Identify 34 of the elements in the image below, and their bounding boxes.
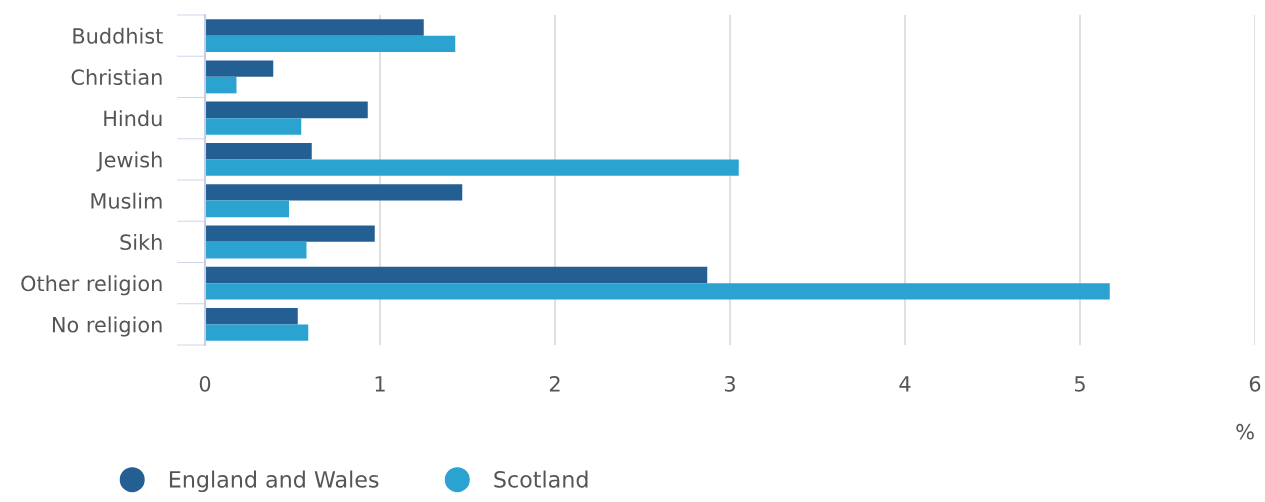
bar bbox=[205, 60, 274, 77]
y-tick-label: Muslim bbox=[91, 192, 162, 209]
bar bbox=[205, 142, 312, 160]
x-tick-label: 5 bbox=[1074, 376, 1085, 392]
legend-label: England and Wales bbox=[169, 470, 379, 493]
y-tick-label: Jewish bbox=[96, 151, 162, 172]
y-tick-label: Hindu bbox=[104, 110, 162, 127]
y-tick-label: Buddhist bbox=[73, 27, 163, 44]
bar bbox=[205, 241, 307, 259]
y-tick-label: Sikh bbox=[120, 233, 162, 251]
x-tick-label: 6 bbox=[1249, 375, 1261, 392]
x-axis-title: % bbox=[1236, 423, 1254, 440]
legend-label: Scotland bbox=[494, 470, 588, 488]
bar bbox=[205, 101, 368, 119]
x-tick-label: 3 bbox=[724, 375, 735, 392]
x-tick-label: 1 bbox=[375, 376, 385, 392]
bar bbox=[205, 76, 237, 94]
bar bbox=[205, 324, 309, 341]
x-tick-label: 2 bbox=[549, 375, 560, 392]
bar bbox=[205, 307, 298, 325]
y-tick-label: Other religion bbox=[21, 275, 162, 296]
bar bbox=[205, 283, 1110, 300]
bar bbox=[205, 118, 302, 135]
x-tick-label: 0 bbox=[199, 375, 211, 392]
bar bbox=[205, 19, 424, 36]
bar bbox=[205, 200, 289, 218]
x-tick-label: 4 bbox=[899, 376, 911, 392]
y-tick-label: No religion bbox=[52, 316, 162, 337]
bar bbox=[205, 35, 456, 53]
bar bbox=[205, 184, 463, 201]
bar bbox=[205, 225, 375, 242]
y-tick-label: Christian bbox=[71, 68, 162, 86]
bar bbox=[205, 159, 739, 176]
bar bbox=[205, 266, 708, 284]
